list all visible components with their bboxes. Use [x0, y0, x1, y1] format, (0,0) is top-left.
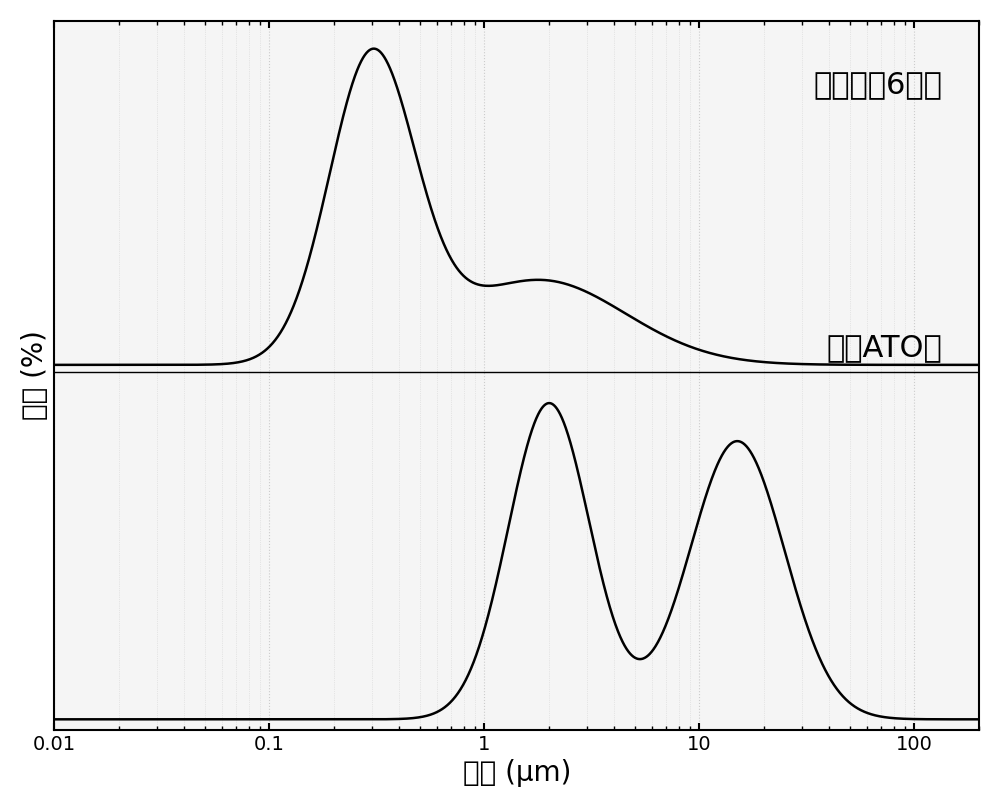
Y-axis label: 体积 (%): 体积 (%)	[21, 330, 49, 420]
Text: 低温球硈6小时: 低温球硈6小时	[813, 70, 942, 99]
X-axis label: 粒径 (μm): 粒径 (μm)	[463, 760, 571, 787]
Text: 市售ATO粉: 市售ATO粉	[826, 333, 942, 362]
